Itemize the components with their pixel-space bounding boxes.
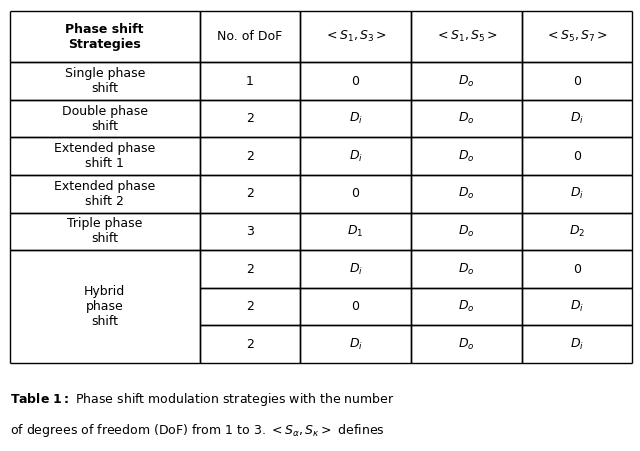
Text: $D_o$: $D_o$ [458,262,474,276]
Text: 1: 1 [246,74,254,87]
Text: 0: 0 [573,150,581,163]
Text: $D_i$: $D_i$ [570,337,584,352]
Text: $< S_1,S_5 >$: $< S_1,S_5 >$ [435,29,498,44]
Text: 2: 2 [246,150,254,163]
Text: Extended phase
shift 1: Extended phase shift 1 [54,142,156,170]
Text: 2: 2 [246,300,254,313]
Text: 0: 0 [573,74,581,87]
Text: $\mathbf{Table\ 1:}$ Phase shift modulation strategies with the number: $\mathbf{Table\ 1:}$ Phase shift modulat… [10,391,394,408]
Text: $D_2$: $D_2$ [569,224,585,239]
Text: $D_1$: $D_1$ [348,224,364,239]
Text: 2: 2 [246,187,254,200]
Text: $D_o$: $D_o$ [458,299,474,314]
Text: $D_i$: $D_i$ [570,186,584,202]
Text: $D_o$: $D_o$ [458,224,474,239]
Text: $D_o$: $D_o$ [458,74,474,89]
Text: $D_i$: $D_i$ [349,337,363,352]
Text: Phase shift
Strategies: Phase shift Strategies [65,23,144,51]
Text: Hybrid
phase
shift: Hybrid phase shift [84,285,125,328]
Text: 2: 2 [246,262,254,276]
Text: No. of DoF: No. of DoF [218,30,283,43]
Text: of degrees of freedom (DoF) from 1 to 3. $< S_\alpha, S_\kappa >$ defines: of degrees of freedom (DoF) from 1 to 3.… [10,422,385,439]
Text: Double phase
shift: Double phase shift [61,105,148,133]
Text: 0: 0 [351,300,360,313]
Text: $D_i$: $D_i$ [349,262,363,276]
Text: $D_i$: $D_i$ [570,111,584,126]
Text: 0: 0 [573,262,581,276]
Text: $< S_1,S_3 >$: $< S_1,S_3 >$ [324,29,387,44]
Text: Triple phase
shift: Triple phase shift [67,217,143,245]
Text: 2: 2 [246,112,254,125]
Text: $< S_5,S_7 >$: $< S_5,S_7 >$ [545,29,609,44]
Text: Extended phase
shift 2: Extended phase shift 2 [54,180,156,208]
Text: 0: 0 [351,74,360,87]
Text: 3: 3 [246,225,254,238]
Text: $D_i$: $D_i$ [349,111,363,126]
Text: Single phase
shift: Single phase shift [65,67,145,95]
Text: $D_i$: $D_i$ [349,149,363,164]
Text: 0: 0 [351,187,360,200]
Text: $D_o$: $D_o$ [458,186,474,202]
Text: $D_o$: $D_o$ [458,337,474,352]
Text: $D_o$: $D_o$ [458,111,474,126]
Text: 2: 2 [246,338,254,351]
Text: $D_i$: $D_i$ [570,299,584,314]
Text: $D_o$: $D_o$ [458,149,474,164]
